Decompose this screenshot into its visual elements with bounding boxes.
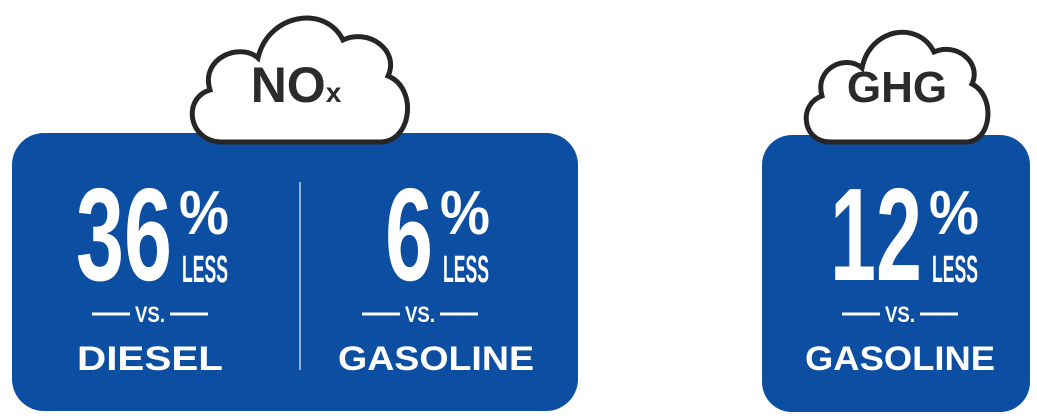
stat-number: 6: [385, 161, 433, 308]
cloud-label: NOx: [251, 57, 342, 113]
ghg-panel: [762, 135, 1030, 412]
stat-unit: %: [440, 179, 490, 248]
stat-vs: VS.: [405, 302, 435, 327]
stat-comparison: GASOLINE: [338, 340, 534, 378]
stat-comparison: GASOLINE: [805, 340, 995, 378]
stat-unit: %: [179, 179, 229, 248]
stat-vs: VS.: [885, 302, 915, 327]
stat-qualifier: LESS: [932, 249, 978, 291]
stat-qualifier: LESS: [443, 249, 489, 291]
stat-qualifier: LESS: [182, 249, 228, 291]
nox-cloud: [189, 15, 411, 145]
nox-panel: [12, 133, 578, 411]
cloud-label-main: NO: [251, 57, 326, 113]
stat-comparison: DIESEL: [77, 340, 223, 378]
stat-number: 12: [830, 161, 922, 308]
stat-vs: VS.: [135, 302, 165, 327]
cloud-label-sub: x: [326, 77, 342, 108]
stat-number: 36: [76, 161, 172, 308]
stat-unit: %: [929, 179, 979, 248]
ghg-cloud: [803, 29, 991, 145]
cloud-label: GHG: [847, 63, 947, 112]
